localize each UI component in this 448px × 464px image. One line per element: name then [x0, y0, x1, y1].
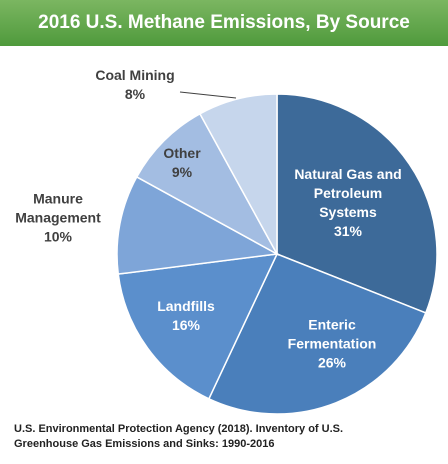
category-label: Enteric Fermentation	[287, 316, 377, 352]
slice-label: Landfills 16%	[146, 297, 226, 335]
slice-label: Enteric Fermentation 26%	[282, 316, 382, 373]
pie-slice	[198, 93, 278, 255]
slice-label: Coal Mining 8%	[80, 66, 190, 104]
value-label: 26%	[317, 354, 347, 371]
category-label: Landfills	[157, 298, 215, 314]
slice-label: Other 9%	[152, 144, 212, 182]
slice-label: Manure Management 10%	[2, 190, 114, 247]
source-note: U.S. Environmental Protection Agency (20…	[14, 423, 344, 450]
category-label: Natural Gas and Petroleum Systems	[294, 166, 402, 220]
slice-label: Natural Gas and Petroleum Systems 31%	[292, 165, 404, 241]
title-bar	[0, 0, 448, 46]
value-label: 31%	[333, 223, 363, 239]
value-label: 8%	[124, 86, 146, 102]
value-label: 10%	[43, 228, 73, 245]
category-label: Other	[163, 145, 201, 161]
value-label: 16%	[171, 317, 201, 333]
pie-slice	[117, 253, 279, 400]
value-label: 9%	[171, 164, 193, 180]
pie-slice	[207, 253, 427, 415]
category-label: Manure Management	[15, 190, 101, 226]
leader-line	[179, 91, 237, 99]
pie-slice	[135, 112, 279, 256]
category-label: Coal Mining	[95, 67, 175, 83]
pie-slice	[116, 175, 280, 275]
pie-slice	[276, 93, 438, 314]
chart-title: 2016 U.S. Methane Emissions, By Source	[38, 12, 410, 33]
